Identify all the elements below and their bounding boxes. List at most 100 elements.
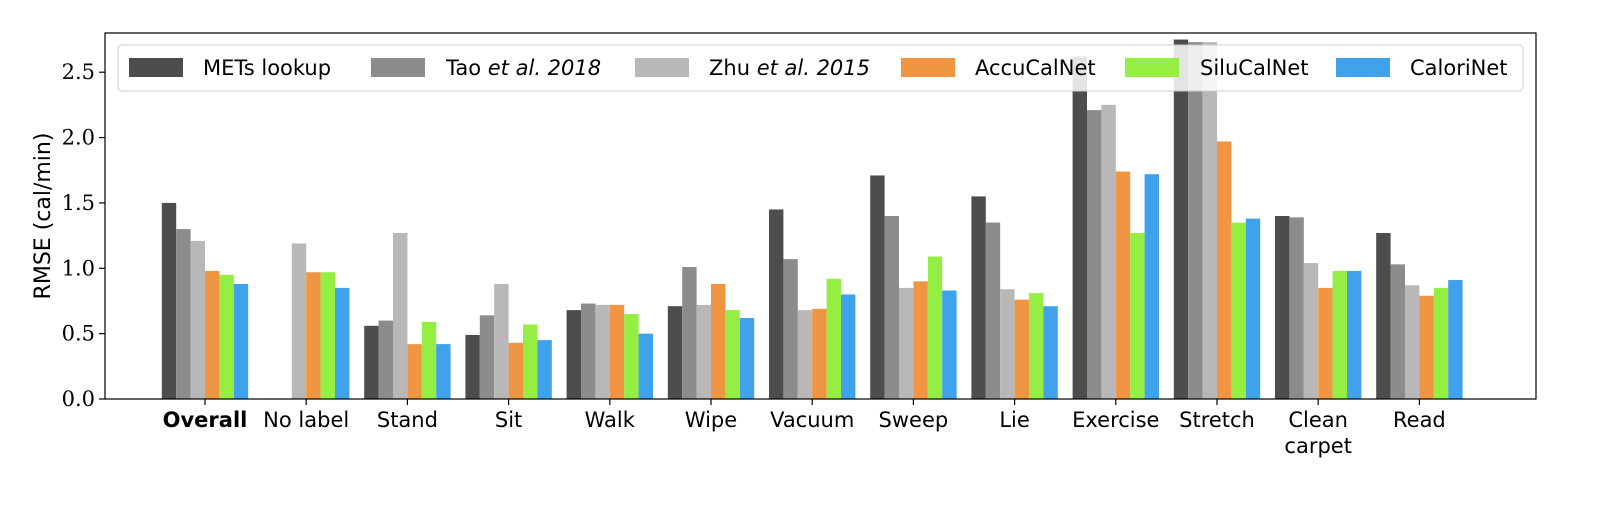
bar-mets-lookup-10 bbox=[1173, 39, 1189, 399]
bar-mets-lookup-8 bbox=[971, 196, 986, 399]
bar-mets-lookup-7 bbox=[870, 175, 885, 399]
bar-zhu-et-al-2015-7 bbox=[899, 287, 914, 399]
x-tick-label: Wipe bbox=[685, 408, 737, 432]
bar-tao-et-al-2018-5 bbox=[682, 266, 697, 399]
legend-label-mets-lookup: METs lookup bbox=[203, 56, 331, 80]
bar-calorinet-6 bbox=[841, 294, 856, 399]
legend-swatch-zhu-et-al-2015 bbox=[635, 58, 689, 77]
y-tick-label: 1.5 bbox=[62, 191, 95, 215]
x-tick-label: Vacuum bbox=[770, 408, 854, 432]
bar-tao-et-al-2018-4 bbox=[581, 303, 596, 399]
x-tick-label: Overall bbox=[163, 408, 248, 432]
bar-silucalnet-3 bbox=[523, 324, 538, 399]
bar-accucalnet-1 bbox=[306, 272, 321, 399]
bar-calorinet-11 bbox=[1347, 270, 1362, 399]
bar-silucalnet-5 bbox=[725, 310, 740, 399]
bar-accucalnet-12 bbox=[1419, 295, 1434, 399]
x-tick-label: Read bbox=[1393, 408, 1446, 432]
bar-calorinet-9 bbox=[1144, 174, 1159, 399]
bar-zhu-et-al-2015-6 bbox=[797, 310, 813, 399]
bar-accucalnet-5 bbox=[711, 283, 726, 399]
bar-calorinet-10 bbox=[1245, 218, 1261, 399]
bar-zhu-et-al-2015-8 bbox=[1000, 289, 1015, 399]
bar-zhu-et-al-2015-9 bbox=[1101, 104, 1116, 399]
bar-accucalnet-2 bbox=[407, 344, 422, 399]
x-tick-label: Sweep bbox=[879, 408, 949, 432]
y-axis-label: RMSE (cal/min) bbox=[31, 133, 56, 300]
bar-calorinet-8 bbox=[1043, 306, 1058, 399]
bar-accucalnet-7 bbox=[913, 281, 928, 399]
plot-frame bbox=[104, 32, 1537, 400]
bar-calorinet-5 bbox=[739, 317, 755, 399]
bar-accucalnet-3 bbox=[508, 342, 523, 399]
x-tick-label-line2: carpet bbox=[1284, 434, 1352, 458]
bar-silucalnet-7 bbox=[927, 256, 943, 399]
bar-accucalnet-9 bbox=[1115, 171, 1131, 399]
bar-mets-lookup-6 bbox=[769, 209, 784, 399]
bar-calorinet-1 bbox=[335, 287, 350, 399]
bar-zhu-et-al-2015-5 bbox=[696, 304, 711, 399]
legend-swatch-calorinet bbox=[1336, 58, 1390, 77]
bar-tao-et-al-2018-2 bbox=[378, 320, 393, 399]
legend-label-part: SiluCalNet bbox=[1200, 56, 1309, 80]
y-tick-label: 1.0 bbox=[62, 256, 95, 280]
y-tick-label: 0.0 bbox=[62, 387, 95, 411]
bar-zhu-et-al-2015-4 bbox=[595, 304, 610, 399]
bar-tao-et-al-2018-0 bbox=[176, 229, 191, 399]
bar-tao-et-al-2018-11 bbox=[1289, 217, 1304, 399]
bar-accucalnet-6 bbox=[812, 308, 827, 399]
bar-mets-lookup-2 bbox=[364, 325, 379, 399]
x-tick-label: Lie bbox=[999, 408, 1029, 432]
bar-mets-lookup-0 bbox=[161, 202, 177, 399]
x-tick-label: Stand bbox=[377, 408, 438, 432]
bar-silucalnet-9 bbox=[1130, 232, 1145, 399]
legend-label-part: AccuCalNet bbox=[975, 56, 1096, 80]
bar-zhu-et-al-2015-3 bbox=[494, 283, 509, 399]
bar-silucalnet-4 bbox=[624, 314, 639, 399]
x-tick-label: No label bbox=[263, 408, 349, 432]
legend-label-part: Zhu bbox=[709, 56, 757, 80]
bar-tao-et-al-2018-6 bbox=[783, 259, 798, 399]
bar-zhu-et-al-2015-10 bbox=[1202, 42, 1217, 400]
bar-tao-et-al-2018-9 bbox=[1087, 110, 1102, 400]
bar-calorinet-7 bbox=[942, 290, 957, 399]
x-tick-label: Sit bbox=[495, 408, 522, 432]
legend-label-tao-et-al-2018: Tao et al. 2018 bbox=[445, 56, 601, 80]
bar-accucalnet-11 bbox=[1318, 287, 1333, 399]
bar-mets-lookup-3 bbox=[465, 334, 480, 399]
bar-silucalnet-1 bbox=[320, 272, 335, 399]
bar-accucalnet-10 bbox=[1217, 141, 1232, 400]
bar-silucalnet-11 bbox=[1332, 270, 1347, 399]
bar-calorinet-4 bbox=[638, 333, 653, 399]
bar-calorinet-12 bbox=[1448, 280, 1463, 399]
bar-mets-lookup-4 bbox=[566, 310, 581, 399]
bar-accucalnet-0 bbox=[205, 270, 220, 399]
bar-mets-lookup-12 bbox=[1376, 232, 1391, 399]
legend-box bbox=[117, 44, 1524, 92]
legend-label-part: METs lookup bbox=[203, 56, 331, 80]
bar-tao-et-al-2018-10 bbox=[1188, 42, 1203, 400]
bar-zhu-et-al-2015-0 bbox=[190, 240, 205, 399]
bar-zhu-et-al-2015-12 bbox=[1405, 285, 1420, 399]
legend-label-part: et al. 2015 bbox=[757, 56, 870, 80]
bar-silucalnet-10 bbox=[1231, 222, 1246, 399]
bar-calorinet-2 bbox=[436, 344, 451, 399]
x-tick-label: Walk bbox=[585, 408, 636, 432]
bar-tao-et-al-2018-3 bbox=[479, 315, 495, 399]
legend-swatch-silucalnet bbox=[1125, 58, 1179, 77]
bar-silucalnet-12 bbox=[1433, 287, 1449, 399]
legend-label-silucalnet: SiluCalNet bbox=[1200, 56, 1309, 80]
legend-swatch-tao-et-al-2018 bbox=[371, 58, 425, 77]
legend-label-accucalnet: AccuCalNet bbox=[975, 56, 1096, 80]
bar-accucalnet-8 bbox=[1014, 299, 1029, 399]
bar-mets-lookup-11 bbox=[1275, 216, 1290, 399]
bar-silucalnet-8 bbox=[1029, 293, 1044, 399]
legend-label-part: et al. 2018 bbox=[488, 56, 601, 80]
bar-mets-lookup-5 bbox=[667, 306, 683, 399]
y-tick-label: 2.5 bbox=[62, 60, 95, 84]
legend-label-calorinet: CaloriNet bbox=[1410, 56, 1508, 80]
bar-tao-et-al-2018-8 bbox=[985, 222, 1001, 399]
bar-zhu-et-al-2015-11 bbox=[1303, 263, 1319, 399]
